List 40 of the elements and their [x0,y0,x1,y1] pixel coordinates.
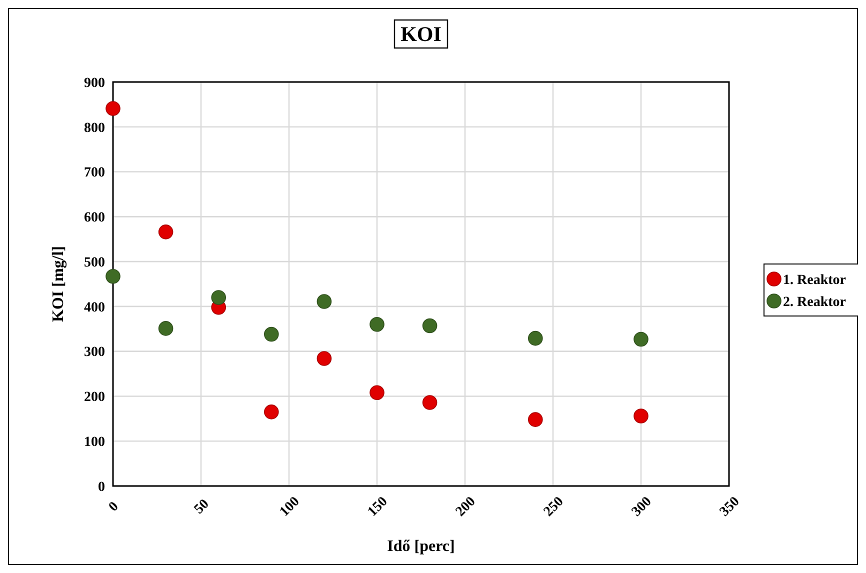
y-tick-label: 700 [84,166,105,181]
y-tick-label: 500 [84,255,105,270]
y-tick-label: 0 [98,480,105,495]
point [370,385,384,400]
x-tick-label: 350 [717,494,743,520]
point [106,101,120,116]
y-axis-title: KOI [mg/l] [50,246,67,322]
x-axis-title: Idő [perc] [387,538,455,555]
y-tick-label: 600 [84,210,105,226]
point [528,412,543,427]
point [422,318,438,334]
x-tick-label: 50 [192,496,212,518]
point [158,321,174,336]
legend-label: 2. Reaktor [783,294,846,310]
point [422,395,438,410]
legend-label: 1. Reaktor [783,272,846,288]
x-tick-label: 100 [277,494,303,520]
point [634,332,648,347]
point [316,294,332,309]
chart-title: KOI [400,22,442,46]
point [264,404,279,420]
y-tick-label: 900 [84,76,105,91]
y-tick-label: 200 [84,390,105,406]
x-tick-label: 200 [453,494,479,520]
x-tick-label: 0 [106,499,122,515]
y-tick-label: 100 [84,435,105,450]
point [106,268,120,284]
point [211,290,226,305]
y-tick-label: 300 [84,345,105,360]
y-tick-label: 800 [84,120,105,136]
point [316,351,332,366]
point [370,317,384,332]
point [158,224,174,240]
x-tick-label: 250 [541,494,567,520]
point [264,326,279,342]
point [634,408,648,424]
point [528,330,543,346]
x-tick-label: 150 [365,494,391,520]
x-tick-label: 300 [629,494,655,520]
y-tick-label: 400 [84,300,105,316]
